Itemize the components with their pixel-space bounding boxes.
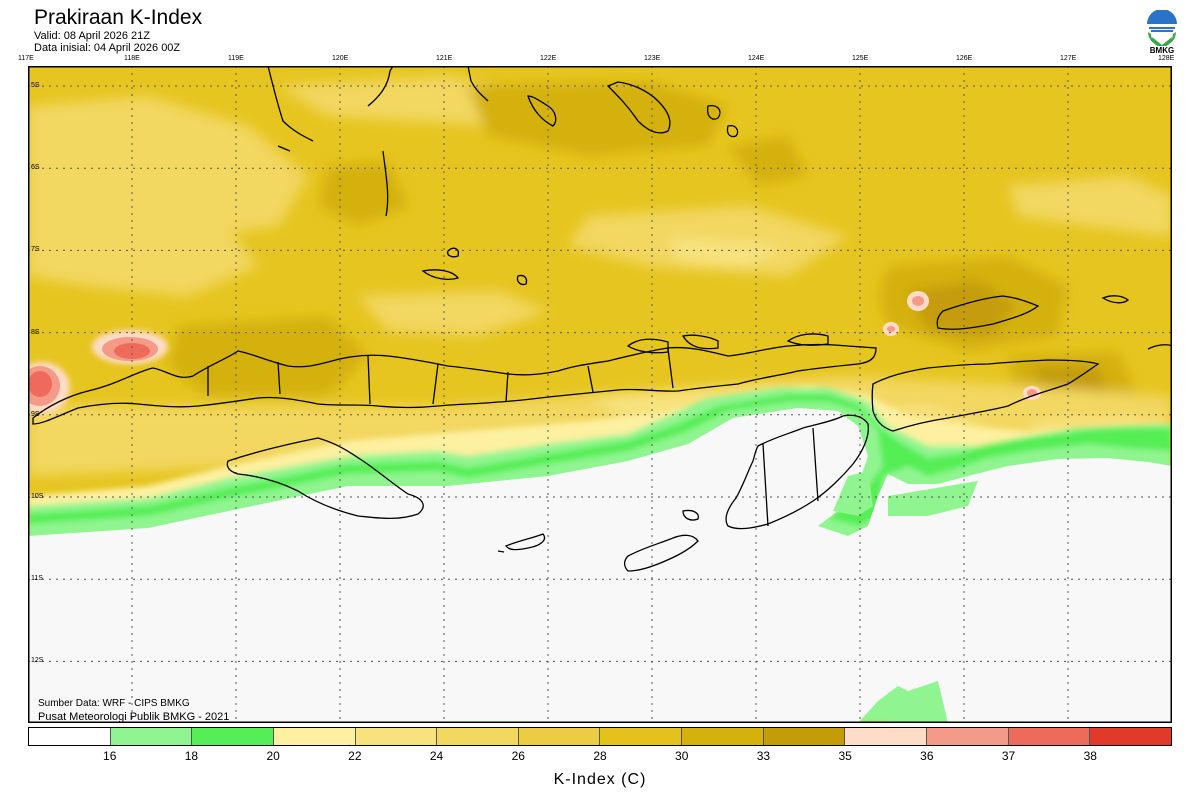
latitude-label: 7S [31,246,40,254]
colorbar-level-label: 37 [1001,749,1016,763]
colorbar-segment [600,728,683,745]
longitude-label: 117E [18,55,34,62]
colorbar-title: K-Index (C) [553,771,647,788]
longitude-label: 119E [228,55,244,62]
colorbar-level-label: 38 [1083,749,1097,763]
latitude-label: 9S [31,410,40,418]
colorbar-level-label: 36 [920,749,934,763]
colorbar-level-label: 16 [103,749,117,763]
latitude-label: 8S [31,328,40,336]
colorbar-segment [273,728,356,745]
bmkg-logo: BMKG [1143,9,1181,58]
longitude-label: 128E [1158,55,1175,62]
colorbar-level-label: 24 [429,749,444,763]
colorbar-segment [763,728,846,745]
colorbar-segment [682,728,764,745]
lat-lon-grid [28,66,1172,723]
longitude-label: 118E [124,55,140,62]
longitude-label: 120E [332,55,349,62]
coastlines [32,66,1172,572]
colorbar-level-label: 28 [593,749,607,763]
longitude-label: 124E [748,55,765,62]
colorbar-level-label: 33 [756,749,771,763]
colorbar-segment [355,728,438,745]
colorbar-segment [1008,728,1091,745]
colorbar-level-label: 22 [348,749,362,763]
longitude-label: 123E [644,55,661,62]
colorbar-segment [437,728,519,745]
latitude-label: 5S [31,82,40,89]
latitude-label: 11S [31,575,43,583]
bmkg-emblem-icon [1147,9,1177,47]
k-index-map [28,66,1172,723]
colorbar-level-label: 30 [675,749,689,763]
logo-text: BMKG [1149,46,1175,55]
init-time: Data inisial: 04 April 2026 00Z [34,42,181,54]
latitude-label: 12S [31,657,44,665]
longitude-label: 126E [956,55,973,62]
k-index-contours [28,76,1172,476]
colorbar [28,727,1172,746]
longitude-label: 122E [540,55,557,62]
latitude-label: 10S [31,493,44,500]
valid-time: Valid: 08 April 2026 21Z [34,30,150,42]
longitude-label: 121E [436,55,453,62]
colorbar-segment [110,728,193,745]
colorbar-level-label: 35 [838,749,852,763]
colorbar-segment [518,728,601,745]
colorbar-segment [29,728,111,745]
no-data-area [28,408,1172,723]
colorbar-segment [845,728,928,745]
credit-line: Pusat Meteorologi Publik BMKG - 2021 [38,711,230,723]
colorbar-level-label: 20 [266,749,280,763]
map-title: Prakiraan K-Index [34,6,203,29]
map-canvas [28,66,1172,723]
map-frame [28,66,1172,723]
colorbar-level-label: 18 [184,749,199,763]
colorbar-segment [192,728,274,745]
latitude-label: 6S [31,164,40,172]
colorbar-level-label: 26 [511,749,525,763]
colorbar-segment [1090,728,1171,745]
data-source: Sumber Data: WRF - CIPS BMKG [38,698,190,709]
longitude-label: 127E [1060,55,1077,62]
colorbar-segment [927,728,1009,745]
longitude-label: 125E [852,55,869,62]
